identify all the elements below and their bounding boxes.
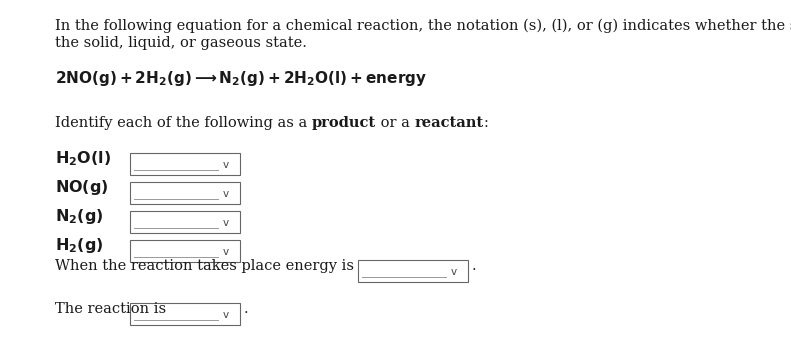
FancyBboxPatch shape <box>130 153 240 175</box>
Text: .: . <box>244 302 248 316</box>
Text: v: v <box>223 160 229 170</box>
FancyBboxPatch shape <box>130 303 240 325</box>
Text: $\mathbf{H_2O(l)}$: $\mathbf{H_2O(l)}$ <box>55 149 111 168</box>
Text: The reaction is: The reaction is <box>55 302 171 316</box>
Text: v: v <box>223 310 229 320</box>
Text: :: : <box>483 116 489 130</box>
Text: v: v <box>223 189 229 199</box>
Text: $\mathbf{2NO(g) + 2H_2(g) \longrightarrow N_2(g) + 2H_2O(l) + energy}$: $\mathbf{2NO(g) + 2H_2(g) \longrightarro… <box>55 69 427 88</box>
Text: When the reaction takes place energy is: When the reaction takes place energy is <box>55 259 358 273</box>
Text: the solid, liquid, or gaseous state.: the solid, liquid, or gaseous state. <box>55 37 307 50</box>
FancyBboxPatch shape <box>130 240 240 262</box>
Text: .: . <box>472 259 477 273</box>
Text: or a: or a <box>376 116 414 130</box>
Text: v: v <box>223 218 229 228</box>
FancyBboxPatch shape <box>130 182 240 204</box>
Text: product: product <box>312 116 376 130</box>
Text: v: v <box>223 247 229 257</box>
Text: reactant: reactant <box>414 116 483 130</box>
Text: Identify each of the following as a: Identify each of the following as a <box>55 116 312 130</box>
Text: In the following equation for a chemical reaction, the notation (s), (l), or (g): In the following equation for a chemical… <box>55 19 791 33</box>
Text: $\mathbf{N_2(g)}$: $\mathbf{N_2(g)}$ <box>55 207 104 226</box>
Text: v: v <box>451 267 457 277</box>
FancyBboxPatch shape <box>130 211 240 233</box>
Text: $\mathbf{NO(g)}$: $\mathbf{NO(g)}$ <box>55 178 108 197</box>
Text: $\mathbf{H_2(g)}$: $\mathbf{H_2(g)}$ <box>55 236 104 255</box>
FancyBboxPatch shape <box>358 260 468 282</box>
